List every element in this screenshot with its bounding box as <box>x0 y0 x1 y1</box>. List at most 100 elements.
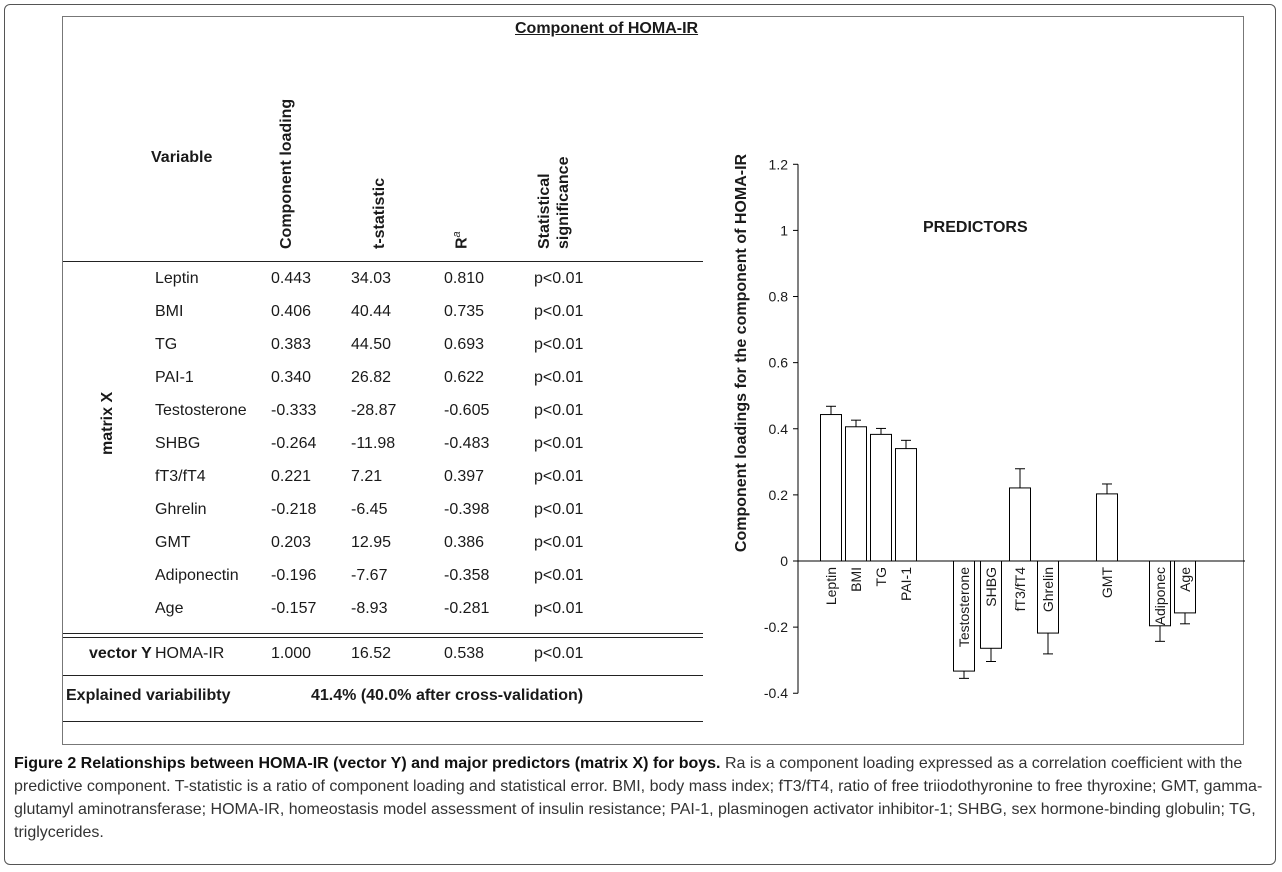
bar <box>870 433 892 562</box>
col-header-sig2: significance <box>555 156 572 249</box>
cell-significance: p<0.01 <box>534 468 584 485</box>
cell-tstat: 34.03 <box>351 270 392 287</box>
cell-loading: 0.203 <box>271 534 312 551</box>
cell-loading: 0.443 <box>271 270 312 287</box>
col-header-sig1: Statistical <box>536 173 553 249</box>
cell-r: 0.810 <box>444 270 485 287</box>
cell-tstat: -28.87 <box>351 402 397 419</box>
cell-r: 0.622 <box>444 369 485 386</box>
category-label: GMT <box>1099 567 1115 599</box>
cell-loading: -0.196 <box>271 567 317 584</box>
caption-title: Figure 2 Relationships between HOMA-IR (… <box>14 755 721 772</box>
figure-frame <box>4 4 1276 865</box>
cell-variable: Age <box>155 600 184 617</box>
cell-loading: 0.383 <box>271 336 312 353</box>
figure-panel: Component of HOMA-IR Variable Component … <box>62 16 1245 745</box>
loadings-bar-chart: Component loadings for the component of … <box>733 153 1245 701</box>
y-tick-label: 0 <box>780 553 788 569</box>
header-rule <box>63 261 703 262</box>
cell-r: 0.735 <box>444 303 485 320</box>
vector-y-var: HOMA-IR <box>155 645 225 662</box>
cell-significance: p<0.01 <box>534 567 584 584</box>
bar <box>845 426 867 562</box>
cell-tstat: 26.82 <box>351 369 392 386</box>
cell-significance: p<0.01 <box>534 270 584 287</box>
bar <box>820 414 842 562</box>
cell-variable: SHBG <box>155 435 201 452</box>
cell-loading: -0.157 <box>271 600 317 617</box>
col-header-loading: Component loading <box>278 98 295 249</box>
category-label: Ghrelin <box>1040 567 1056 612</box>
y-tick-label: -0.4 <box>764 685 788 701</box>
cell-significance: p<0.01 <box>534 336 584 353</box>
figure-caption: Figure 2 Relationships between HOMA-IR (… <box>14 752 1264 844</box>
results-table: Component of HOMA-IR Variable Component … <box>63 17 708 744</box>
matrix-x-label: matrix X <box>99 391 116 455</box>
cell-loading: -0.264 <box>271 435 317 452</box>
cell-r: -0.398 <box>444 501 490 518</box>
vector-y-rule <box>63 675 703 676</box>
cell-significance: p<0.01 <box>534 534 584 551</box>
cell-r: 0.693 <box>444 336 485 353</box>
cell-tstat: -11.98 <box>351 435 396 452</box>
cell-loading: 0.406 <box>271 303 312 320</box>
cell-tstat: 7.21 <box>351 468 383 485</box>
category-label: Leptin <box>823 567 839 605</box>
plot-area: -0.4 -0.2 0 0.2 0.4 0.6 0.8 1 1.2 Leptin BMI TG PAI-… <box>764 156 1245 701</box>
cell-loading: 0.340 <box>271 369 312 386</box>
caption-text: Ra is a component loading expressed as a… <box>14 755 1263 841</box>
cell-tstat: 44.50 <box>351 336 392 353</box>
category-label: Adiponec <box>1152 567 1168 625</box>
cell-r: -0.483 <box>444 435 490 452</box>
cell-r: -0.281 <box>444 600 490 617</box>
col-header-r: Ra <box>451 231 471 249</box>
category-label: fT3/fT4 <box>1012 567 1028 612</box>
double-rule-bottom <box>63 637 703 638</box>
cell-significance: p<0.01 <box>534 600 584 617</box>
vector-y-sig: p<0.01 <box>534 645 584 662</box>
cell-variable: Leptin <box>155 270 199 287</box>
vector-y-label: vector Y <box>89 645 152 662</box>
cell-significance: p<0.01 <box>534 303 584 320</box>
cell-loading: 0.221 <box>271 468 312 485</box>
vector-y-r: 0.538 <box>444 645 485 662</box>
vector-y-tstat: 16.52 <box>351 645 392 662</box>
y-tick-label: 0.4 <box>769 421 789 437</box>
cell-variable: fT3/fT4 <box>155 468 206 485</box>
bar <box>1096 493 1118 562</box>
explained-label: Explained variabilibty <box>66 687 231 704</box>
category-label: SHBG <box>983 567 999 607</box>
explained-value: 41.4% (40.0% after cross-validation) <box>311 687 584 704</box>
bar <box>1009 487 1031 562</box>
double-rule-top <box>63 633 703 634</box>
category-label: Age <box>1177 567 1193 592</box>
bottom-rule <box>63 721 703 722</box>
cell-tstat: -8.93 <box>351 600 388 617</box>
cell-tstat: 40.44 <box>351 303 392 320</box>
cell-variable: Adiponectin <box>155 567 239 584</box>
cell-significance: p<0.01 <box>534 435 584 452</box>
category-label: Testosterone <box>956 567 972 647</box>
variable-header: Variable <box>151 149 213 166</box>
cell-loading: -0.218 <box>271 501 317 518</box>
y-tick-label: 0.8 <box>769 289 789 305</box>
cell-significance: p<0.01 <box>534 369 584 386</box>
y-tick-label: 0.6 <box>769 355 789 371</box>
predictors-annotation: PREDICTORS <box>923 219 1028 236</box>
cell-r: -0.605 <box>444 402 490 419</box>
category-label: BMI <box>848 567 864 592</box>
y-tick-label: 1.2 <box>769 156 789 172</box>
y-tick-label: 0.2 <box>769 487 789 503</box>
cell-r: 0.397 <box>444 468 485 485</box>
category-label: TG <box>873 567 889 586</box>
cell-tstat: -7.67 <box>351 567 388 584</box>
category-label: PAI-1 <box>898 567 914 601</box>
cell-variable: BMI <box>155 303 184 320</box>
component-title: Component of HOMA-IR <box>515 20 699 37</box>
bar <box>895 448 917 562</box>
cell-variable: Testosterone <box>155 402 247 419</box>
y-tick-label: 1 <box>780 222 788 238</box>
y-tick-label: -0.2 <box>764 619 788 635</box>
cell-variable: TG <box>155 336 178 353</box>
cell-tstat: 12.95 <box>351 534 392 551</box>
